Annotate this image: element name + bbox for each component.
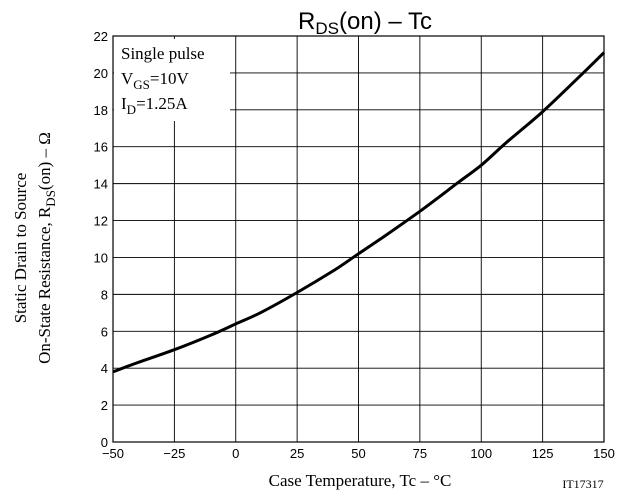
x-tick-label: 25 (290, 446, 304, 461)
y-tick-label: 8 (101, 287, 108, 302)
x-tick-label: 50 (351, 446, 365, 461)
grid (112, 35, 605, 443)
y-axis-label-line2: On-State Resistance, RDS(on) – Ω (35, 132, 58, 364)
annotation-pulse: Single pulse (121, 44, 205, 63)
annotation-vgs: VGS=10V (121, 69, 189, 92)
y-tick-label: 6 (101, 324, 108, 339)
x-tick-labels: −50 −25 0 25 50 75 100 125 150 (102, 446, 615, 461)
y-tick-label: 4 (101, 361, 108, 376)
series-line (112, 51, 606, 374)
y-tick-label: 12 (94, 214, 108, 229)
x-tick-label: 0 (232, 446, 239, 461)
annotation-id: ID=1.25A (121, 94, 188, 117)
y-tick-labels: 0 2 4 6 8 10 12 14 16 18 20 22 (94, 29, 108, 450)
annotation-box (114, 39, 230, 121)
x-tick-label: 150 (593, 446, 615, 461)
x-axis-label: Case Temperature, Tc – °C (269, 471, 452, 490)
y-tick-label: 2 (101, 398, 108, 413)
y-axis-label-line1: Static Drain to Source (11, 173, 30, 324)
x-tick-label: 125 (532, 446, 554, 461)
y-tick-label: 22 (94, 29, 108, 44)
y-tick-label: 20 (94, 66, 108, 81)
x-tick-label: −25 (163, 446, 185, 461)
x-tick-label: −50 (102, 446, 124, 461)
y-tick-label: 10 (94, 250, 108, 265)
y-tick-label: 0 (101, 435, 108, 450)
x-tick-label: 100 (470, 446, 492, 461)
y-tick-label: 14 (94, 177, 108, 192)
x-tick-label: 75 (413, 446, 427, 461)
y-tick-label: 16 (94, 140, 108, 155)
plot-frame (112, 35, 605, 443)
chart-title: RDS(on) – Tc (298, 8, 432, 38)
y-tick-label: 18 (94, 103, 108, 118)
figure-code: IT17317 (562, 477, 603, 491)
